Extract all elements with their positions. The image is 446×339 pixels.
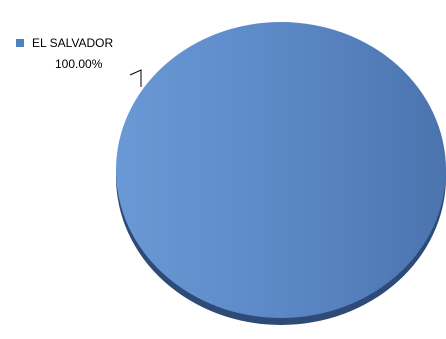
legend-label: EL SALVADOR [32, 36, 114, 50]
legend: EL SALVADOR [16, 36, 113, 50]
leader-line [129, 69, 142, 87]
data-label: 100.00% [55, 57, 103, 71]
legend-swatch [16, 39, 24, 47]
pie-slice-el-salvador [116, 22, 446, 318]
